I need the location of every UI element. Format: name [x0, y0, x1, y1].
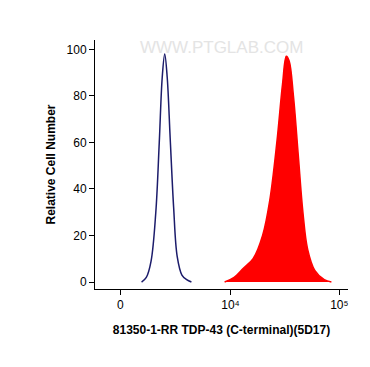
- svg-text:Relative Cell Number: Relative Cell Number: [44, 104, 58, 224]
- svg-text:10⁵: 10⁵: [330, 298, 348, 312]
- svg-text:10⁴: 10⁴: [221, 298, 240, 312]
- svg-text:81350-1-RR TDP-43 (C-terminal): 81350-1-RR TDP-43 (C-terminal)(5D17): [113, 323, 330, 337]
- svg-text:80: 80: [73, 89, 87, 103]
- svg-text:40: 40: [73, 182, 87, 196]
- svg-text:0: 0: [80, 275, 87, 289]
- svg-text:60: 60: [73, 136, 87, 150]
- svg-text:20: 20: [73, 229, 87, 243]
- svg-text:0: 0: [117, 298, 124, 312]
- svg-text:WWW.PTGLAB.COM: WWW.PTGLAB.COM: [140, 38, 303, 57]
- svg-text:100: 100: [67, 43, 87, 57]
